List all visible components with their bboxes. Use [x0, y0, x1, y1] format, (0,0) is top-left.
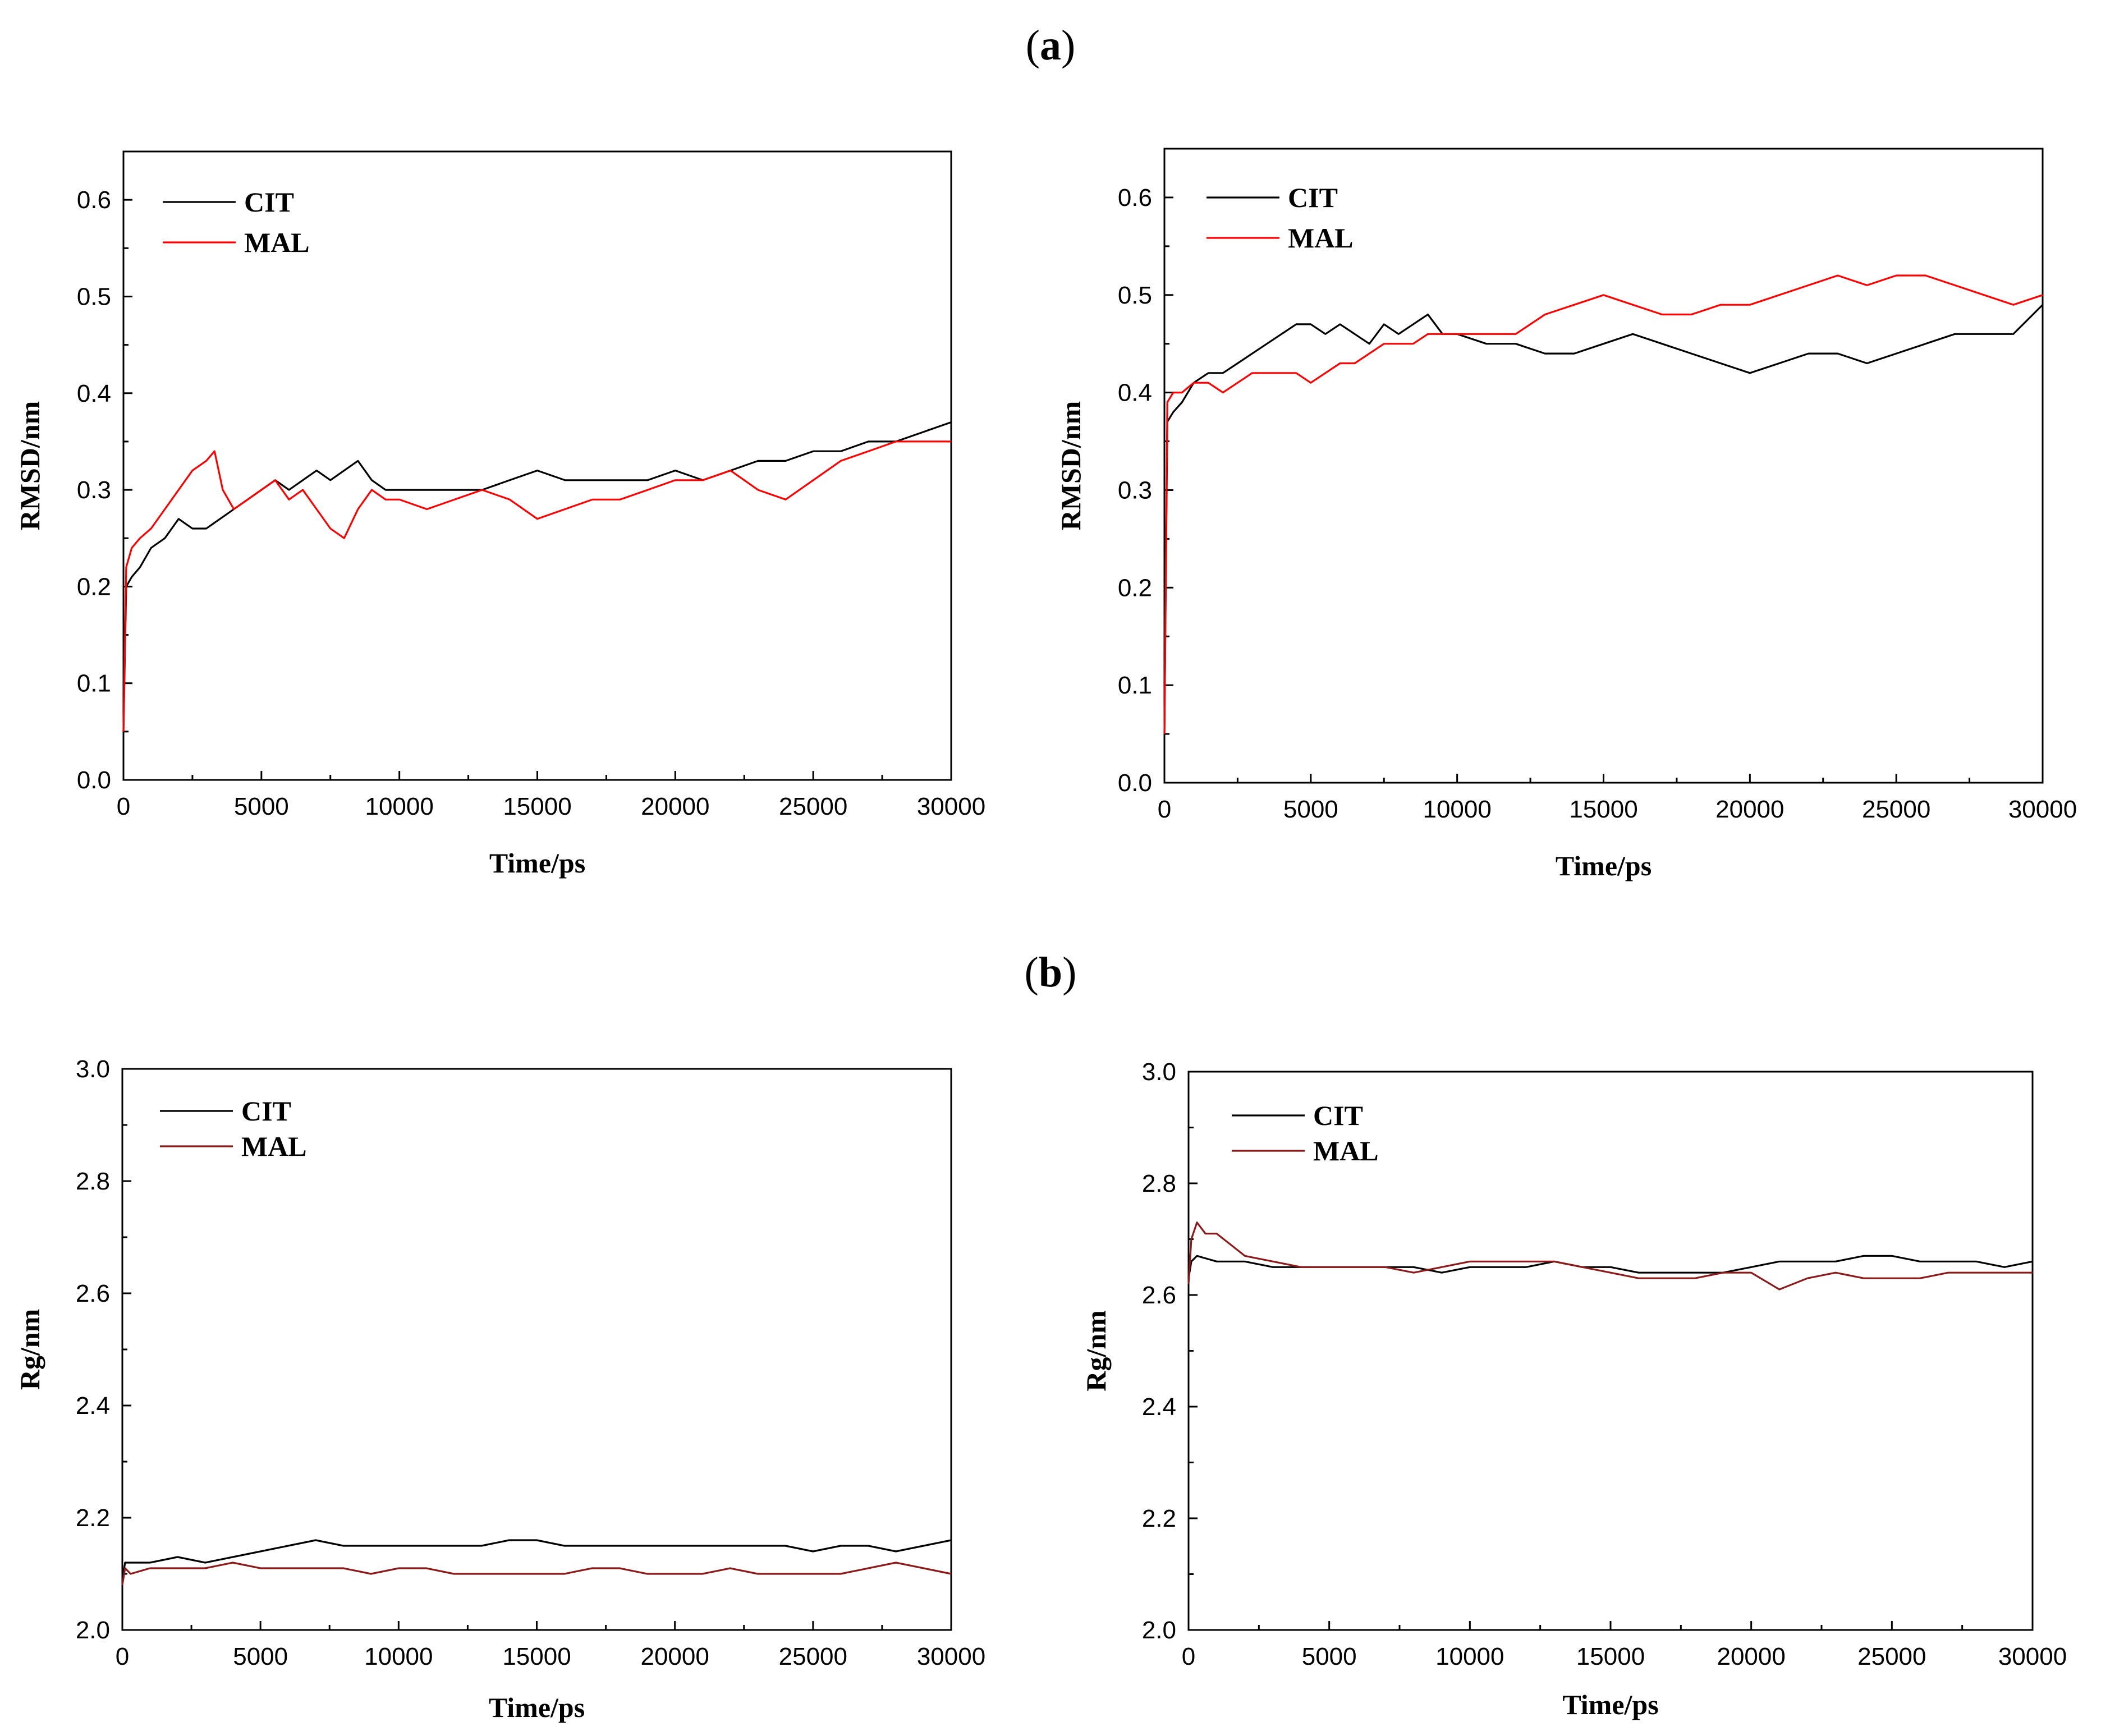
x-tick-label: 25000: [1857, 1643, 1926, 1670]
y-tick-label: 2.8: [76, 1168, 110, 1195]
series-line-cit: [122, 421, 952, 732]
y-tick-label: 0.1: [1118, 672, 1152, 699]
y-tick-label: 2.4: [76, 1392, 110, 1420]
x-tick-label: 0: [116, 1643, 129, 1670]
legend-label-mal: MAL: [244, 227, 310, 258]
x-tick-label: 25000: [779, 793, 847, 820]
x-tick-label: 0: [1182, 1643, 1195, 1670]
y-tick-label: 0.2: [1118, 574, 1152, 601]
x-tick-label: 30000: [2008, 796, 2077, 823]
x-tick-label: 10000: [1435, 1643, 1504, 1670]
x-tick-label: 10000: [364, 1643, 433, 1670]
y-tick-label: 2.0: [1142, 1616, 1176, 1644]
y-tick-label: 0.4: [77, 380, 111, 407]
x-tick-label: 10000: [1423, 796, 1491, 823]
x-tick-label: 5000: [234, 793, 289, 820]
x-tick-label: 30000: [917, 1643, 985, 1670]
legend-label-mal: MAL: [1313, 1135, 1379, 1166]
y-tick-label: 0.5: [1118, 282, 1152, 309]
x-tick-label: 5000: [1283, 796, 1338, 823]
y-tick-label: 3.0: [76, 1055, 110, 1083]
x-tick-label: 20000: [1715, 796, 1784, 823]
x-tick-label: 5000: [1302, 1643, 1357, 1670]
series-line-mal: [122, 440, 951, 732]
legend-label-cit: CIT: [1288, 182, 1338, 213]
x-tick-label: 25000: [1862, 796, 1930, 823]
y-tick-label: 2.2: [76, 1504, 110, 1532]
x-tick-label: 20000: [1717, 1643, 1785, 1670]
x-tick-label: 10000: [365, 793, 433, 820]
y-tick-label: 0.6: [77, 186, 111, 214]
y-axis-title: Rg/nm: [1080, 1310, 1112, 1391]
y-tick-label: 0.0: [77, 766, 111, 794]
y-tick-label: 0.4: [1118, 379, 1152, 407]
panel-label-b: (b): [1024, 949, 1077, 996]
y-axis-title: RMSD/nm: [1055, 401, 1086, 531]
x-tick-label: 15000: [1569, 796, 1637, 823]
y-axis-title: Rg/nm: [14, 1309, 45, 1390]
x-tick-label: 0: [1158, 796, 1171, 823]
x-axis-title: Time/ps: [1556, 850, 1652, 881]
series-line-mal: [121, 1562, 952, 1586]
legend-label-cit: CIT: [241, 1095, 291, 1127]
series-line-mal: [1187, 1221, 2033, 1290]
y-tick-label: 0.2: [77, 573, 111, 600]
x-tick-label: 15000: [502, 1643, 571, 1670]
x-tick-label: 30000: [1998, 1643, 2067, 1670]
y-tick-label: 2.2: [1142, 1505, 1176, 1532]
legend-label-cit: CIT: [1313, 1100, 1363, 1131]
y-tick-label: 0.3: [77, 476, 111, 504]
y-tick-label: 2.8: [1142, 1170, 1176, 1197]
x-axis-title: Time/ps: [1562, 1689, 1658, 1720]
y-tick-label: 0.1: [77, 670, 111, 697]
y-tick-label: 2.0: [76, 1616, 110, 1644]
y-tick-label: 2.4: [1142, 1393, 1176, 1421]
legend-label-cit: CIT: [244, 186, 294, 218]
y-axis-title: RMSD/nm: [14, 401, 45, 531]
y-tick-label: 0.3: [1118, 476, 1152, 504]
x-axis-title: Time/ps: [489, 1692, 585, 1723]
x-tick-label: 20000: [640, 1643, 709, 1670]
y-tick-label: 3.0: [1142, 1058, 1176, 1086]
y-tick-label: 2.6: [1142, 1282, 1176, 1309]
x-tick-label: 30000: [917, 793, 985, 820]
x-tick-label: 25000: [779, 1643, 847, 1670]
panel-label-a: (a): [1025, 22, 1076, 69]
series-line-mal: [1163, 274, 2043, 734]
legend-label-mal: MAL: [1288, 222, 1354, 254]
legend-label-mal: MAL: [241, 1131, 307, 1162]
x-tick-label: 20000: [641, 793, 709, 820]
x-tick-label: 15000: [503, 793, 571, 820]
x-tick-label: 5000: [233, 1643, 288, 1670]
y-tick-label: 2.6: [76, 1280, 110, 1307]
x-tick-label: 15000: [1576, 1643, 1645, 1670]
y-tick-label: 0.0: [1118, 769, 1152, 797]
y-tick-label: 0.5: [77, 283, 111, 310]
x-tick-label: 0: [117, 793, 130, 820]
y-tick-label: 0.6: [1118, 184, 1152, 212]
series-line-cit: [121, 1539, 952, 1580]
x-axis-title: Time/ps: [489, 847, 585, 879]
